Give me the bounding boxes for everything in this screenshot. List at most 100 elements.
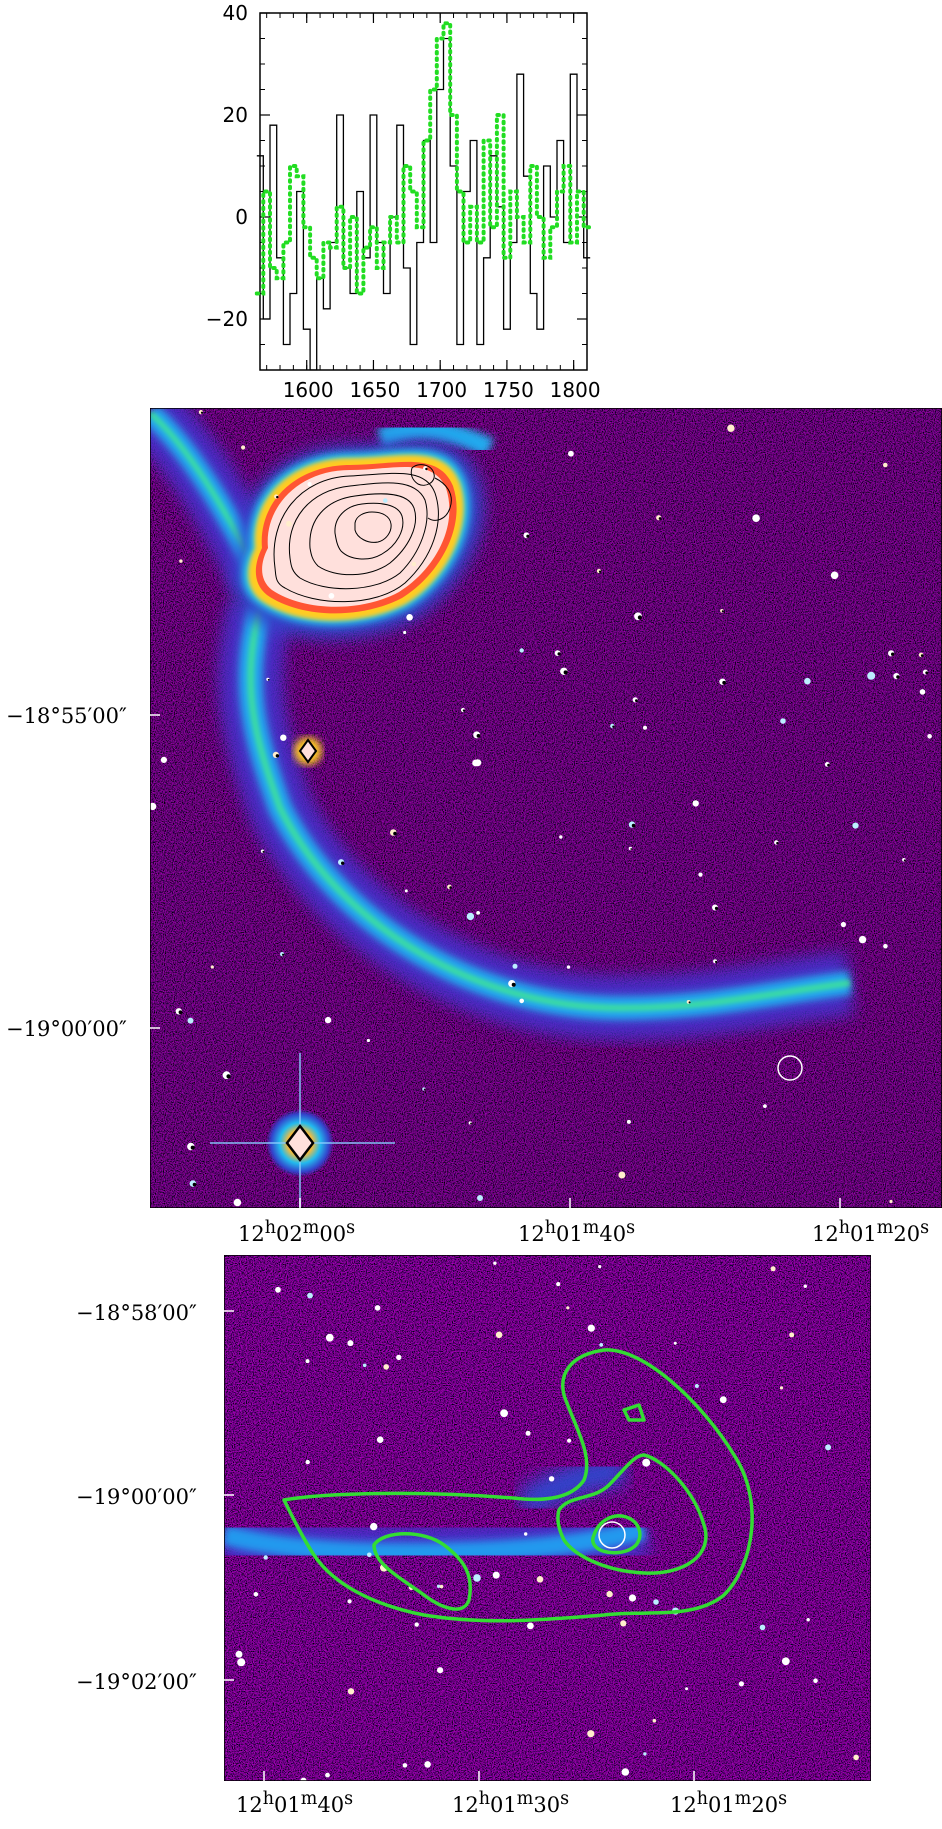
- dec-label-1: −18°55′00″: [6, 704, 127, 728]
- ra-label-3: 12h01m20s: [812, 1218, 930, 1246]
- star: [606, 1590, 613, 1598]
- star-core: [903, 859, 906, 862]
- star: [567, 1438, 572, 1443]
- main-galaxy: [232, 441, 484, 639]
- zoom-ra-label-3: 12h01m20s: [670, 1789, 788, 1817]
- star: [305, 1359, 310, 1364]
- star-core: [470, 1122, 472, 1125]
- source-marker-circle: [777, 1055, 803, 1081]
- star-core: [688, 1001, 691, 1004]
- star: [466, 912, 475, 921]
- star: [927, 734, 932, 739]
- star: [852, 822, 859, 829]
- star: [253, 1592, 259, 1597]
- star: [477, 1195, 483, 1201]
- star: [492, 1571, 500, 1579]
- optical-image: [150, 408, 942, 1208]
- star-core: [722, 680, 726, 685]
- zoom-ra-label-1: 12h01m40s: [236, 1789, 354, 1817]
- star: [568, 450, 574, 457]
- star: [367, 1552, 372, 1558]
- star: [473, 1574, 481, 1582]
- field-stars: [150, 410, 932, 1207]
- star: [286, 520, 292, 527]
- star-core: [275, 754, 280, 758]
- star: [362, 1363, 367, 1368]
- star: [548, 1476, 555, 1482]
- zoom-image: [224, 1255, 871, 1781]
- star: [621, 1768, 630, 1776]
- optical-image-ticks: [150, 714, 841, 1208]
- zoom-ra-label-2: 12h01m30s: [452, 1789, 570, 1817]
- star-core: [612, 725, 615, 728]
- star: [160, 756, 167, 763]
- star: [495, 1331, 503, 1339]
- star: [919, 689, 926, 695]
- hi-contour-small: [622, 1403, 646, 1422]
- star: [566, 965, 571, 969]
- star-core: [423, 1088, 426, 1091]
- star: [759, 1624, 766, 1631]
- y-tick-label: −20: [205, 307, 248, 331]
- star: [403, 630, 407, 635]
- ra-label-1: 12h02m00s: [238, 1218, 356, 1246]
- spectrum-series-dotted: [257, 23, 591, 293]
- star: [587, 1730, 595, 1738]
- spectrum-panel: 40 20 0 −20 1600 1650 1700 1750 1800: [0, 0, 942, 402]
- star: [406, 614, 413, 621]
- star-core: [714, 906, 719, 910]
- y-tick-label: 40: [222, 1, 248, 25]
- star-core: [476, 734, 481, 738]
- zoom-source-marker-circle: [598, 1521, 626, 1549]
- star: [280, 734, 287, 741]
- star: [889, 1199, 893, 1204]
- optical-image-panel: −18°55′00″ −19°00′00″ 12h02m00s 12h01m40…: [0, 408, 942, 1246]
- star: [396, 1354, 402, 1361]
- star-core: [715, 960, 718, 964]
- ra-label-2: 12h01m40s: [518, 1218, 636, 1246]
- star: [263, 1555, 268, 1560]
- star: [376, 1436, 384, 1443]
- star: [813, 1678, 818, 1683]
- star: [414, 1622, 419, 1627]
- star: [500, 1409, 508, 1418]
- star: [307, 1292, 313, 1299]
- x-tick-label: 1750: [482, 378, 534, 402]
- star: [275, 1286, 281, 1293]
- star: [525, 1430, 531, 1436]
- star: [241, 445, 246, 450]
- star: [187, 1017, 194, 1024]
- star: [556, 1282, 561, 1287]
- star-core: [267, 678, 270, 681]
- star: [383, 1364, 389, 1370]
- spectrum-plot: [0, 12, 942, 371]
- star: [883, 943, 888, 949]
- star-core: [827, 763, 830, 767]
- star: [233, 1198, 242, 1207]
- y-tick-label: 20: [222, 103, 248, 127]
- star: [752, 514, 760, 522]
- x-tick-label: 1650: [349, 378, 401, 402]
- y-tick-label: 0: [235, 205, 248, 229]
- tidal-tail: [150, 408, 854, 1041]
- star: [324, 1016, 332, 1024]
- star: [307, 482, 312, 487]
- star: [825, 1444, 832, 1451]
- star: [694, 1384, 699, 1388]
- star: [858, 935, 867, 944]
- star: [781, 1657, 790, 1666]
- star-core: [563, 670, 568, 675]
- star: [587, 1324, 595, 1332]
- star: [325, 1772, 330, 1778]
- star: [692, 800, 699, 807]
- star: [685, 1687, 689, 1691]
- galaxy-contours: [273, 464, 452, 603]
- star-core: [891, 652, 895, 656]
- star: [325, 1333, 334, 1342]
- zoom-field-stars: [235, 1261, 859, 1781]
- star: [883, 462, 888, 468]
- star: [763, 1104, 767, 1108]
- star: [559, 835, 563, 839]
- star: [643, 1752, 647, 1756]
- star-core: [178, 1010, 183, 1014]
